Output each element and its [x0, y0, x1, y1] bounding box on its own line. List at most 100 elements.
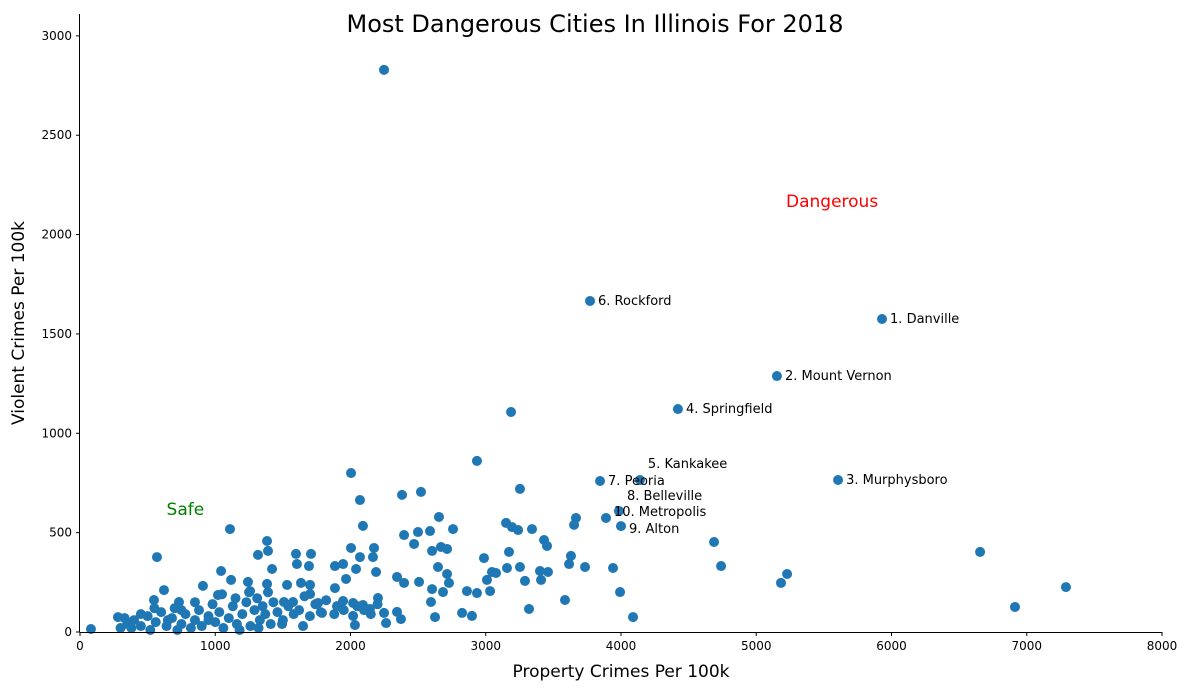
data-point	[194, 605, 205, 616]
point-label: 10. Metropolis	[614, 505, 707, 520]
data-point	[392, 571, 403, 582]
data-point	[217, 589, 228, 600]
data-point	[427, 584, 438, 595]
data-point	[346, 468, 357, 479]
data-point	[443, 577, 454, 588]
data-point	[329, 583, 340, 594]
data-point	[542, 566, 553, 577]
data-point	[148, 595, 159, 606]
data-point	[203, 615, 214, 626]
data-point	[395, 614, 406, 625]
data-point	[189, 597, 200, 608]
data-point	[514, 483, 525, 494]
y-tick-label: 2000	[41, 228, 72, 242]
data-point	[341, 573, 352, 584]
data-point	[310, 599, 321, 610]
point-label: 7. Peoria	[608, 474, 665, 489]
data-point	[207, 599, 218, 610]
data-point	[135, 621, 146, 632]
data-point	[252, 593, 263, 604]
data-point	[501, 563, 512, 574]
y-axis-label: Violent Crimes Per 100k	[9, 221, 29, 425]
point-label: 5. Kankakee	[648, 457, 727, 472]
data-point	[268, 597, 279, 608]
data-point	[430, 612, 441, 623]
data-point	[272, 607, 283, 618]
data-point	[542, 540, 553, 551]
data-point	[534, 565, 545, 576]
data-point	[564, 559, 575, 570]
data-point	[262, 545, 273, 556]
data-point	[262, 535, 273, 546]
data-point	[234, 625, 245, 636]
data-point	[149, 603, 160, 614]
data-point	[367, 552, 378, 563]
data-point	[354, 552, 365, 563]
data-point	[162, 615, 173, 626]
data-point	[158, 585, 169, 596]
labeled-data-point	[600, 512, 611, 523]
point-label: 3. Murphysboro	[846, 473, 948, 488]
data-point	[438, 587, 449, 598]
data-point	[397, 489, 408, 500]
data-point	[262, 578, 273, 589]
labeled-data-point	[634, 474, 645, 485]
data-point	[425, 526, 436, 537]
data-point	[304, 611, 315, 622]
data-point	[315, 607, 326, 618]
point-labels-layer: 1. Danville 2. Mount Vernon 3. Murphysboro…	[598, 294, 959, 537]
data-point	[224, 524, 235, 535]
data-point	[448, 524, 459, 535]
data-point	[282, 579, 293, 590]
data-point	[245, 621, 256, 632]
x-tick-label: 6000	[876, 639, 907, 653]
labeled-data-point	[672, 404, 683, 415]
data-point	[442, 568, 453, 579]
data-point	[230, 593, 241, 604]
data-point	[504, 546, 515, 557]
x-tick-label: 0	[76, 639, 84, 653]
data-point	[354, 495, 365, 506]
point-label: 8. Belleville	[627, 489, 702, 504]
data-point	[227, 601, 238, 612]
data-point	[283, 601, 294, 612]
data-point	[427, 545, 438, 556]
data-point	[527, 524, 538, 535]
data-point	[536, 574, 547, 585]
data-point	[485, 586, 496, 597]
data-point	[471, 455, 482, 466]
data-point	[242, 576, 253, 587]
y-tick-label: 2500	[41, 128, 72, 142]
data-point	[172, 625, 183, 636]
points-layer	[85, 64, 1071, 636]
data-point	[150, 617, 161, 628]
data-point	[560, 595, 571, 606]
data-point	[709, 536, 720, 547]
data-point	[471, 588, 482, 599]
labeled-data-point	[595, 475, 606, 486]
x-tick-label: 4000	[606, 639, 637, 653]
data-point	[241, 597, 252, 608]
labeled-data-point	[613, 505, 624, 516]
x-tick-label: 8000	[1147, 639, 1178, 653]
data-point	[379, 607, 390, 618]
data-point	[185, 623, 196, 634]
point-label: 1. Danville	[890, 312, 959, 327]
data-point	[295, 577, 306, 588]
data-point	[321, 595, 332, 606]
x-tick-label: 2000	[335, 639, 366, 653]
data-point	[1009, 601, 1020, 612]
data-point	[290, 548, 301, 559]
point-label: 4. Springfield	[686, 402, 773, 417]
y-tick-label: 0	[64, 625, 72, 639]
data-point	[329, 609, 340, 620]
data-point	[223, 613, 234, 624]
data-point	[196, 621, 207, 632]
data-point	[151, 552, 162, 563]
data-point	[365, 609, 376, 620]
data-point	[253, 623, 264, 634]
x-axis-label: Property Crimes Per 100k	[513, 662, 730, 682]
data-point	[412, 527, 423, 538]
annotation-dangerous: Dangerous	[786, 192, 878, 212]
